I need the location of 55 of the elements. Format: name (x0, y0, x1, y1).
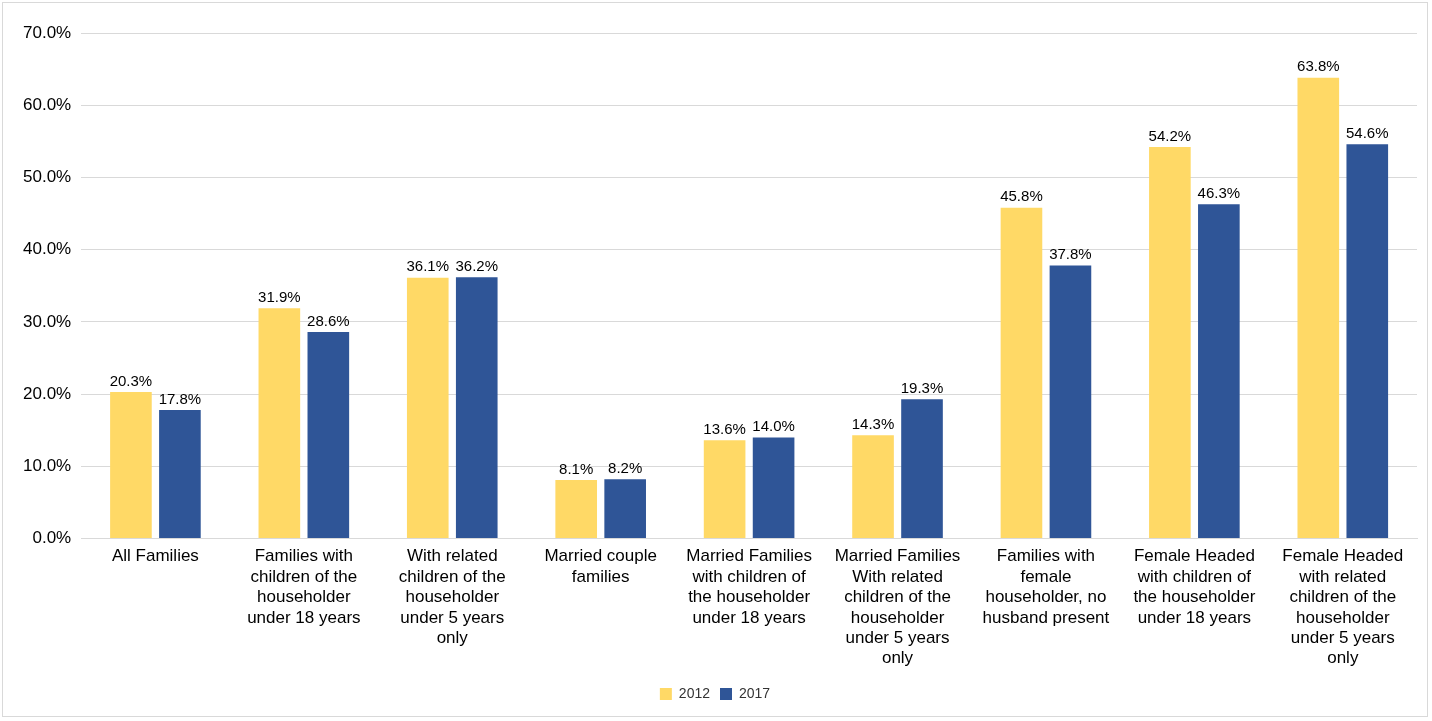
data-label: 45.8% (1000, 187, 1043, 205)
data-label: 31.9% (258, 287, 301, 305)
x-tick-label: Families with children of the householder under 18 years (247, 546, 361, 627)
x-tick-label: Female Headed with related children of the householder under 5 years only (1282, 546, 1404, 668)
data-label: 13.6% (703, 420, 746, 438)
bar (110, 391, 152, 539)
data-label: 19.3% (900, 378, 944, 396)
data-label: 8.2% (608, 459, 643, 477)
bar (1297, 77, 1340, 539)
data-label: 54.6% (1346, 123, 1389, 141)
data-label: 54.2% (1148, 126, 1192, 144)
data-label: 20.3% (109, 371, 153, 389)
bar (258, 308, 301, 539)
x-tick-label: All Families (111, 546, 199, 566)
bar (752, 437, 795, 539)
y-tick-label: 70.0% (23, 22, 72, 42)
bar (852, 435, 894, 539)
y-tick-label: 0.0% (32, 528, 72, 548)
y-tick-label: 10.0% (23, 456, 72, 476)
bar (703, 440, 746, 539)
data-label: 63.8% (1297, 57, 1340, 75)
bar (1049, 265, 1092, 539)
x-tick-label: Families with female householder, no husband present (982, 546, 1110, 627)
y-tick-label: 50.0% (23, 167, 72, 187)
bar (307, 332, 350, 539)
data-label: 36.2% (455, 256, 499, 274)
data-label: 36.1% (406, 257, 450, 275)
data-label: 46.3% (1197, 183, 1241, 201)
y-tick-label: 30.0% (23, 311, 72, 331)
data-label: 17.8% (158, 389, 202, 407)
data-label: 37.8% (1049, 245, 1092, 263)
x-tick-label: Married Families With related children of the householder under 5 years only (834, 546, 961, 668)
x-tick-label: Female Headed with children of the householder under 18 years (1133, 546, 1256, 627)
bar (604, 479, 646, 539)
bar (1346, 144, 1389, 539)
bar (406, 277, 449, 539)
bar (1198, 204, 1240, 539)
bar (455, 277, 498, 539)
data-label: 8.1% (559, 459, 594, 477)
x-tick-label: Married couple families (544, 546, 657, 586)
bar (555, 480, 598, 539)
legend-label: 2012 (678, 684, 711, 701)
y-tick-label: 60.0% (23, 94, 72, 114)
bar (1149, 147, 1191, 539)
x-tick-label: Married Families with children of the householder under 18 years (686, 546, 812, 627)
x-tick-label: With related children of the householder under 5 years only (398, 546, 506, 648)
data-label: 28.6% (307, 311, 350, 329)
data-label: 14.0% (752, 417, 795, 435)
bar (159, 410, 201, 539)
data-label: 14.3% (851, 414, 895, 432)
bar (1000, 207, 1043, 539)
bar (901, 399, 943, 539)
legend-label: 2017 (739, 684, 771, 701)
y-tick-label: 40.0% (23, 239, 72, 259)
y-tick-label: 20.0% (23, 383, 72, 403)
